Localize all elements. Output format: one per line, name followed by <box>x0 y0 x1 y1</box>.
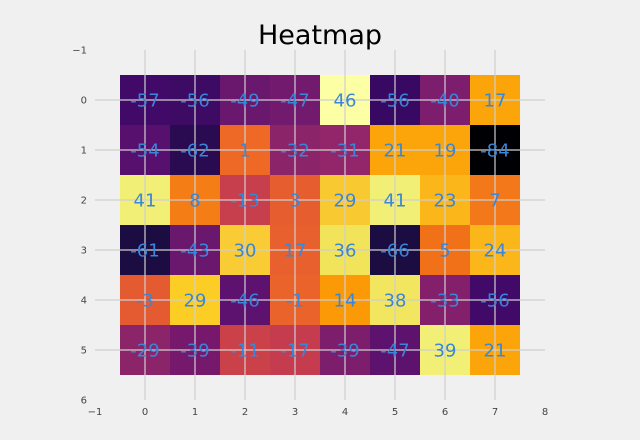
cell-value-label: -57 <box>130 91 159 112</box>
cell-value-label: 21 <box>384 141 407 162</box>
heatmap-cells <box>120 75 520 375</box>
cell-value-label: 29 <box>334 191 357 212</box>
y-tick-label: 2 <box>81 196 87 207</box>
y-tick-label: 0 <box>81 96 87 107</box>
x-tick-label: 0 <box>142 407 148 418</box>
x-tick-label: 3 <box>292 407 298 418</box>
cell-value-label: 30 <box>234 241 257 262</box>
x-axis-ticks: −1 0 1 2 3 4 5 6 7 8 <box>88 407 549 418</box>
cell-value-label: -33 <box>430 291 459 312</box>
cell-labels: -57 -56 -49 -47 46 -56 -40 17 -54 -62 1 -32 -31 21 19 -… <box>130 91 509 362</box>
cell-value-label: -39 <box>330 341 359 362</box>
cell-value-label: -62 <box>180 141 209 162</box>
cell-value-label: -47 <box>380 341 409 362</box>
y-tick-label: −1 <box>72 46 87 57</box>
y-tick-label: 5 <box>81 346 87 357</box>
cell-value-label: 7 <box>489 191 500 212</box>
cell-value-label: -61 <box>130 241 159 262</box>
cell-value-label: -31 <box>330 141 359 162</box>
cell-value-label: -54 <box>130 141 159 162</box>
cell-value-label: 14 <box>334 291 357 312</box>
y-tick-label: 6 <box>81 396 87 407</box>
y-tick-label: 3 <box>81 246 87 257</box>
x-tick-label: 6 <box>442 407 448 418</box>
cell-value-label: 19 <box>434 141 457 162</box>
x-tick-label: 5 <box>392 407 398 418</box>
cell-value-label: 1 <box>239 141 250 162</box>
cell-value-label: 46 <box>334 91 357 112</box>
x-tick-label: 1 <box>192 407 198 418</box>
cell-value-label: -17 <box>280 341 309 362</box>
y-axis-ticks: −1 0 1 2 3 4 5 6 <box>72 46 87 407</box>
cell-value-label: -56 <box>180 91 209 112</box>
cell-value-label: -32 <box>280 141 309 162</box>
cell-value-label: -56 <box>480 291 509 312</box>
cell-value-label: 41 <box>134 191 157 212</box>
x-tick-label: 8 <box>542 407 548 418</box>
y-tick-label: 1 <box>81 146 87 157</box>
cell-value-label: -39 <box>180 341 209 362</box>
cell-value-label: -66 <box>380 241 409 262</box>
cell-value-label: 38 <box>384 291 407 312</box>
cell-value-label: 23 <box>434 191 457 212</box>
cell-value-label: 3 <box>289 191 300 212</box>
x-tick-label: −1 <box>88 407 103 418</box>
cell-value-label: -56 <box>380 91 409 112</box>
cell-value-label: -3 <box>136 291 154 312</box>
cell-value-label: -46 <box>230 291 259 312</box>
cell-value-label: 8 <box>189 191 200 212</box>
cell-value-label: -29 <box>130 341 159 362</box>
x-tick-label: 2 <box>242 407 248 418</box>
cell-value-label: 17 <box>284 241 307 262</box>
cell-value-label: -40 <box>430 91 459 112</box>
cell-value-label: -43 <box>180 241 209 262</box>
cell-value-label: 17 <box>484 91 507 112</box>
cell-value-label: 5 <box>439 241 450 262</box>
cell-value-label: -13 <box>230 191 259 212</box>
y-tick-label: 4 <box>81 296 87 307</box>
cell-value-label: -47 <box>280 91 309 112</box>
gridlines <box>95 50 545 400</box>
cell-value-label: 21 <box>484 341 507 362</box>
x-tick-label: 4 <box>342 407 348 418</box>
cell-value-label: 39 <box>434 341 457 362</box>
cell-value-label: -49 <box>230 91 259 112</box>
cell-value-label: 24 <box>484 241 507 262</box>
cell-value-label: 41 <box>384 191 407 212</box>
chart-title: Heatmap <box>258 20 382 51</box>
cell-value-label: -11 <box>230 341 259 362</box>
cell-value-label: -84 <box>480 141 509 162</box>
cell-value-label: -1 <box>286 291 304 312</box>
x-tick-label: 7 <box>492 407 498 418</box>
cell-value-label: 36 <box>334 241 357 262</box>
cell-value-label: 29 <box>184 291 207 312</box>
